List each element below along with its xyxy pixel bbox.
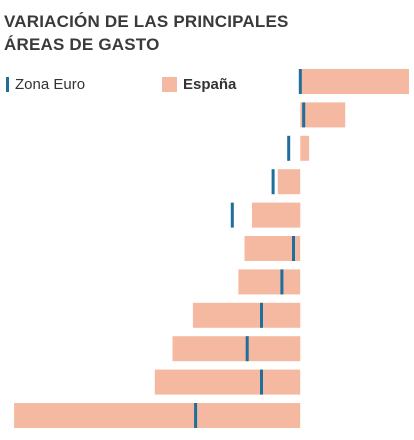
legend-item-zona-euro: Zona Euro — [6, 74, 85, 94]
marker-zona-euro-7 — [280, 269, 284, 295]
marker-zona-euro-11 — [194, 403, 198, 428]
bar-espana-3 — [300, 135, 310, 161]
marker-zona-euro-10 — [260, 369, 263, 395]
chart-title: VARIACIÓN DE LAS PRINCIPALES ÁREAS DE GA… — [4, 10, 404, 56]
marker-zona-euro-2 — [302, 102, 306, 128]
marker-zona-euro-3 — [287, 135, 291, 161]
chart-legend: Zona Euro España — [0, 74, 414, 94]
legend-label-espana: España — [183, 75, 237, 93]
legend-item-espana: España — [162, 74, 236, 94]
bar-espana-11 — [14, 403, 301, 428]
legend-marker-zona-euro — [6, 76, 9, 92]
marker-zona-euro-1 — [298, 69, 302, 94]
bar-espana-7 — [238, 269, 301, 295]
marker-zona-euro-4 — [271, 169, 275, 195]
chart-title-line-2: ÁREAS DE GASTO — [4, 35, 160, 54]
bar-espana-4 — [277, 169, 301, 195]
legend-marker-espana — [162, 76, 177, 92]
marker-zona-euro-5 — [230, 202, 234, 228]
bar-espana-5 — [252, 202, 301, 228]
legend-label-zona-euro: Zona Euro — [15, 75, 86, 93]
bar-espana-8 — [192, 302, 301, 328]
marker-zona-euro-8 — [260, 302, 263, 328]
bar-espana-1 — [300, 69, 409, 94]
marker-zona-euro-9 — [245, 336, 249, 362]
chart-title-line-1: VARIACIÓN DE LAS PRINCIPALES — [4, 12, 289, 31]
marker-zona-euro-6 — [292, 236, 295, 261]
bar-espana-2 — [300, 102, 346, 128]
bar-espana-9 — [172, 336, 301, 362]
bar-espana-10 — [154, 369, 301, 395]
bar-espana-6 — [244, 236, 301, 261]
